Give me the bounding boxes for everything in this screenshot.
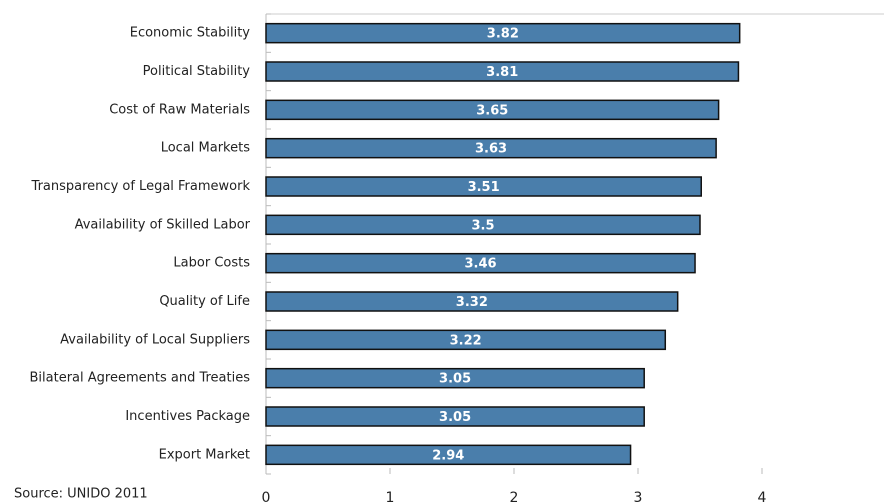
bar bbox=[265, 444, 632, 466]
y-tick-label: Economic Stability bbox=[130, 26, 251, 41]
x-tick-label: 4 bbox=[758, 490, 767, 504]
bar bbox=[265, 137, 717, 159]
bar bbox=[265, 176, 702, 197]
y-tick-label: Transparency of Legal Framework bbox=[31, 179, 251, 194]
value-label: 3.32 bbox=[456, 295, 488, 310]
y-tick-label: Incentives Package bbox=[125, 409, 250, 424]
y-tick-label: Cost of Raw Materials bbox=[109, 102, 250, 117]
x-tick-label: 0 bbox=[262, 490, 271, 504]
value-label: 3.05 bbox=[439, 410, 471, 425]
y-tick-label: Availability of Local Suppliers bbox=[60, 332, 250, 347]
value-label: 3.51 bbox=[468, 180, 500, 195]
y-tick-label: Political Stability bbox=[143, 64, 251, 79]
bar bbox=[265, 22, 741, 44]
x-tick-label: 2 bbox=[510, 490, 519, 504]
source-note: Source: UNIDO 2011 bbox=[14, 487, 148, 502]
value-label: 3.65 bbox=[476, 103, 508, 118]
value-label: 3.81 bbox=[486, 65, 518, 80]
bar bbox=[265, 367, 645, 389]
x-tick-label: 3 bbox=[634, 490, 643, 504]
y-tick-label: Quality of Life bbox=[159, 294, 250, 309]
value-label: 3.63 bbox=[475, 142, 507, 157]
y-tick-label: Export Market bbox=[159, 447, 250, 462]
y-tick-label: Labor Costs bbox=[173, 256, 250, 271]
y-tick-label: Bilateral Agreements and Treaties bbox=[30, 371, 251, 386]
bar bbox=[265, 214, 701, 236]
value-label: 3.82 bbox=[487, 27, 519, 42]
value-label: 3.05 bbox=[439, 372, 471, 387]
bar bbox=[265, 99, 720, 121]
y-tick-label: Local Markets bbox=[161, 141, 251, 156]
bar bbox=[265, 61, 740, 82]
value-label: 2.94 bbox=[432, 448, 464, 463]
bar bbox=[265, 291, 679, 312]
bar bbox=[265, 329, 667, 351]
value-label: 3.5 bbox=[471, 218, 494, 233]
value-label: 3.22 bbox=[450, 333, 482, 348]
y-tick-label: Availability of Skilled Labor bbox=[75, 217, 251, 232]
x-tick-label: 1 bbox=[386, 490, 395, 504]
bar bbox=[265, 406, 645, 427]
value-label: 3.46 bbox=[464, 257, 496, 272]
bar bbox=[265, 252, 696, 274]
